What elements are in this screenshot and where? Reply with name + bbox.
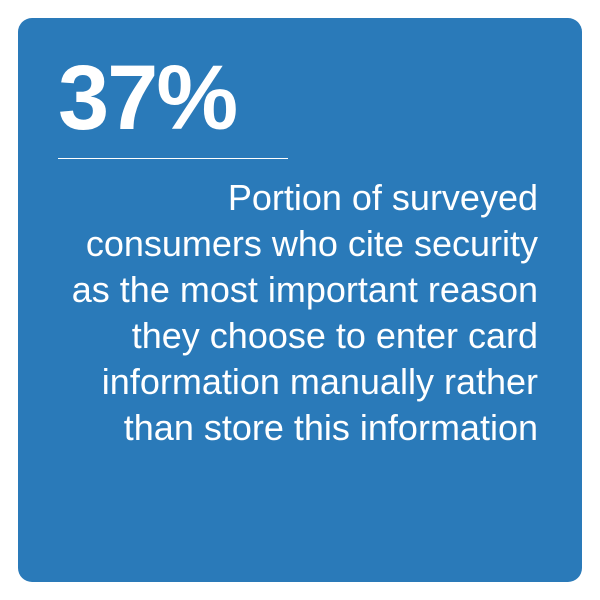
stat-description: Portion of surveyed consumers who cite s… <box>58 175 538 451</box>
stat-value: 37% <box>58 52 236 144</box>
stat-card: 37% Portion of surveyed consumers who ci… <box>18 18 582 582</box>
divider-rule <box>58 158 288 159</box>
